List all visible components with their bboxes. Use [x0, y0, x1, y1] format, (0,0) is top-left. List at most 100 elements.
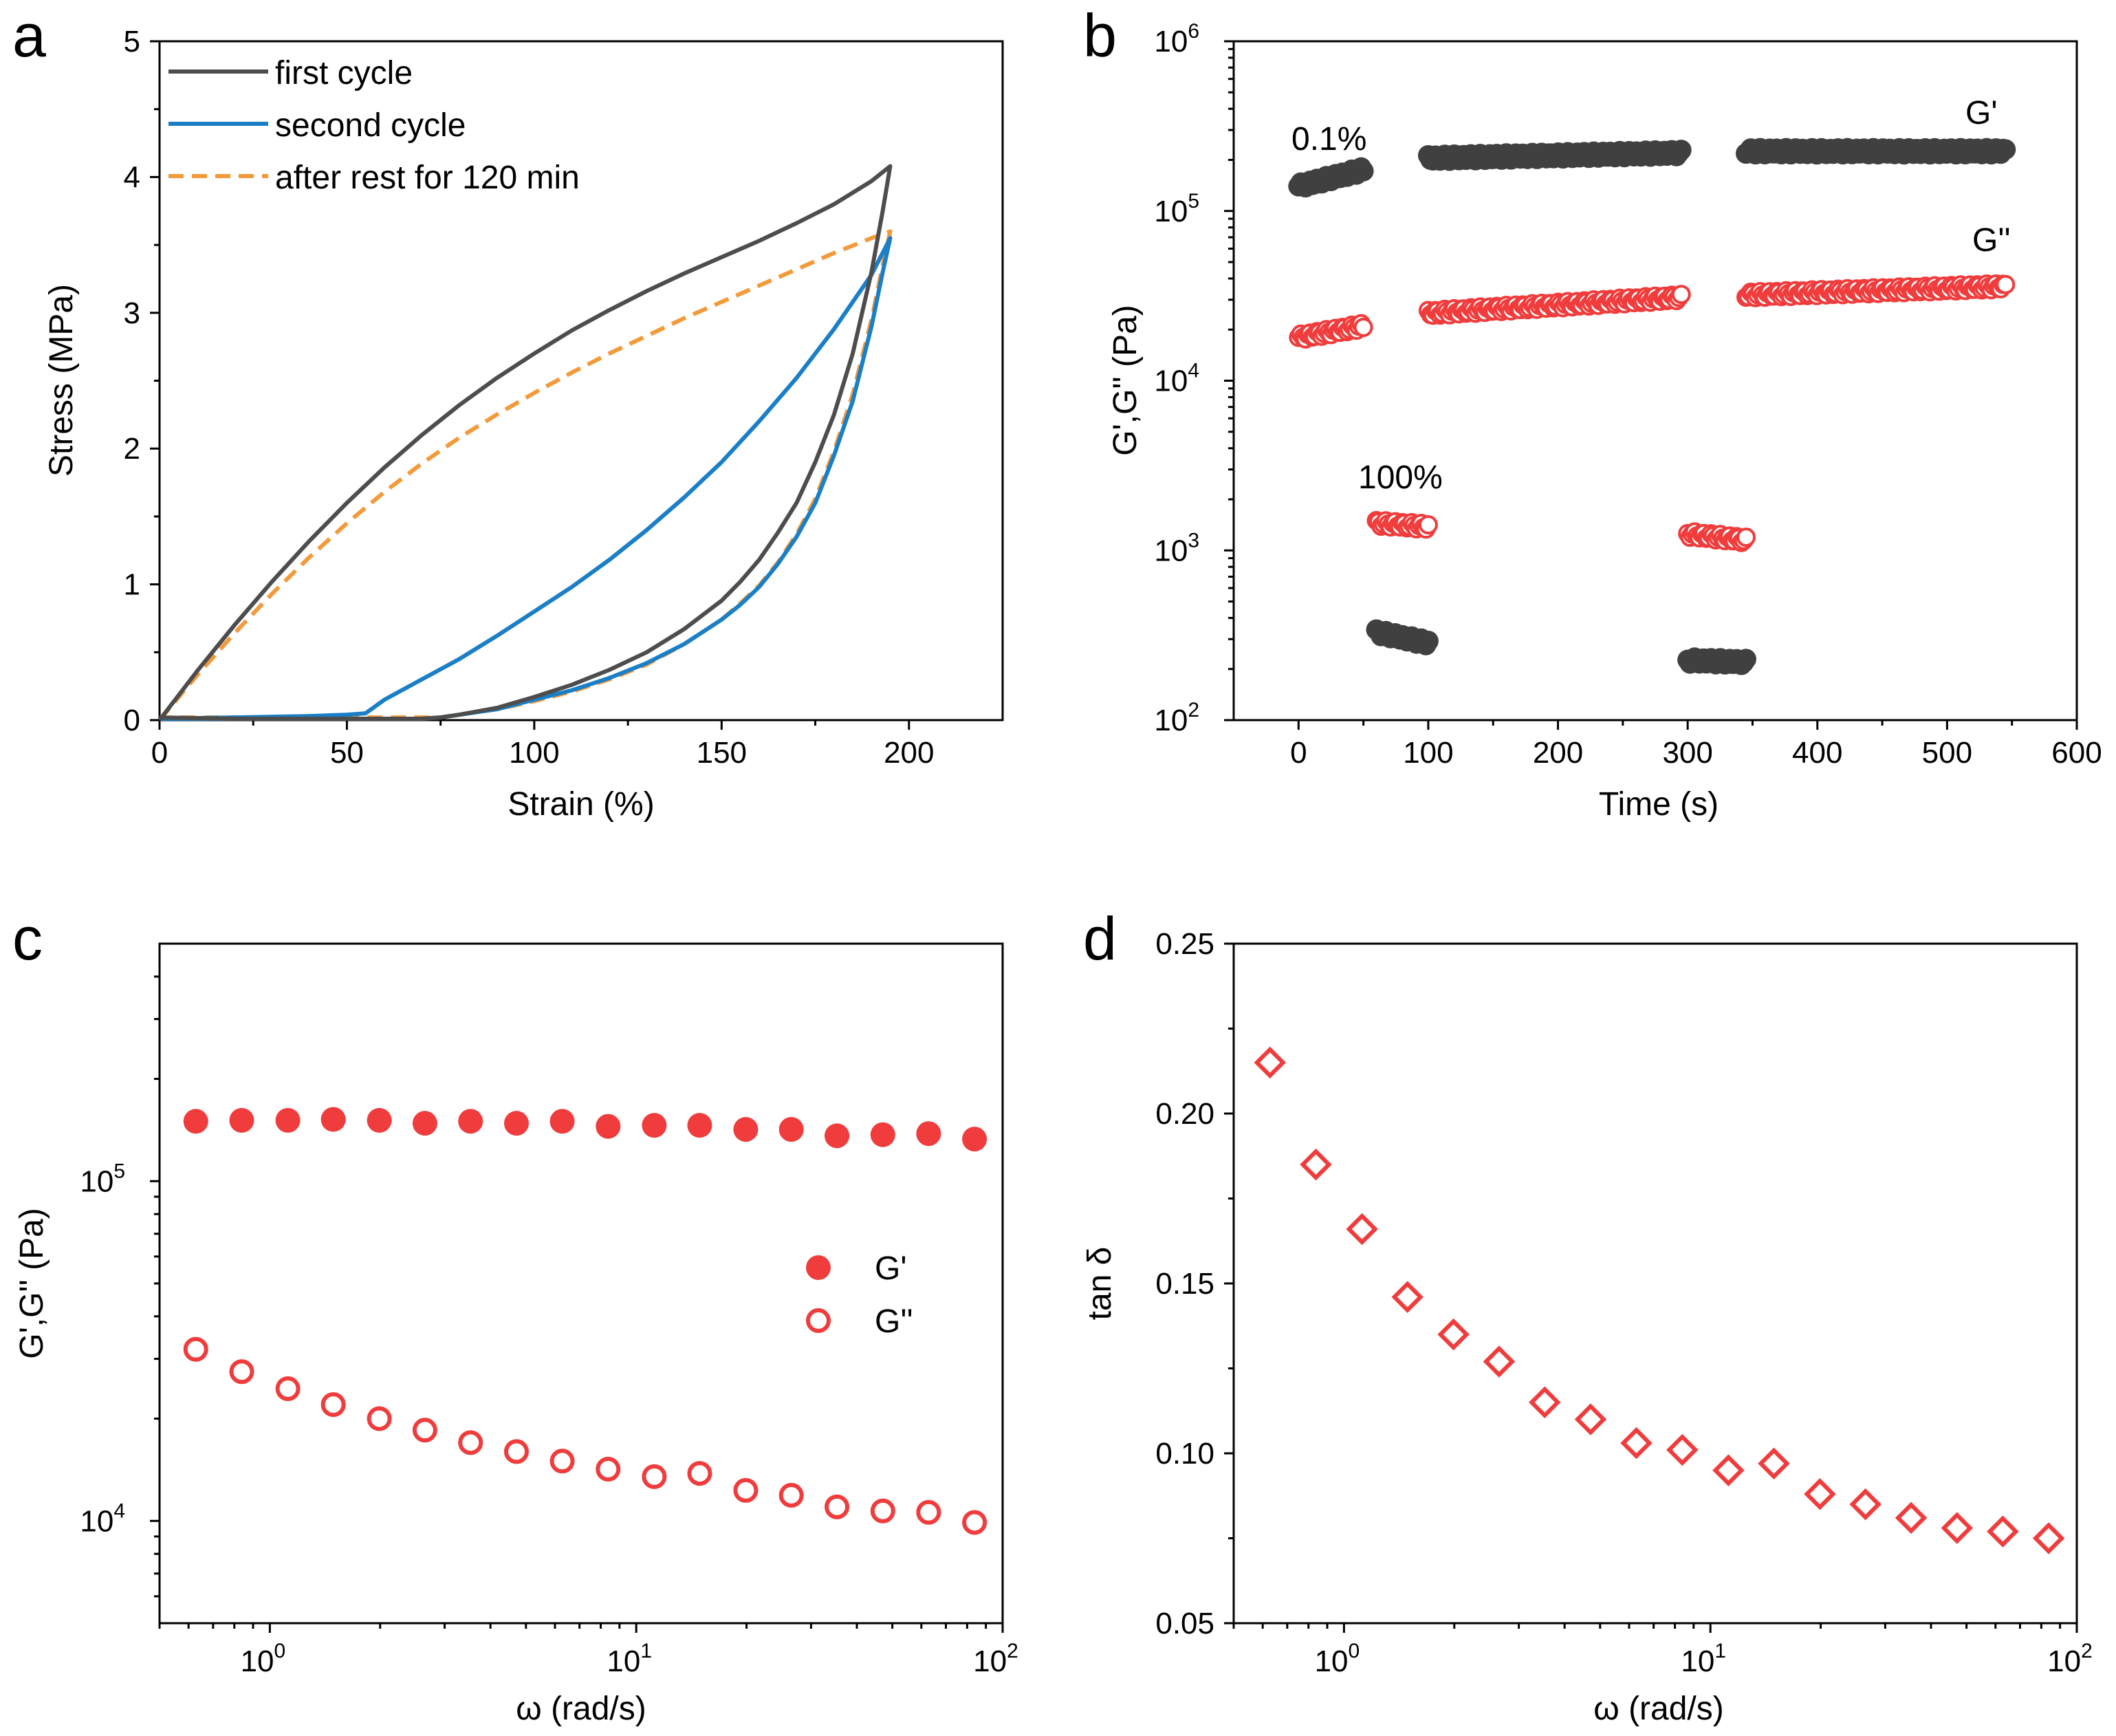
panel-b-ylabel: G',G'' (Pa) — [1107, 305, 1144, 456]
panel-a-label: a — [12, 1, 46, 69]
y-tick-label: 1 — [124, 568, 140, 602]
legend-g-prime: G' — [875, 1250, 907, 1287]
point-g-prime — [183, 1109, 208, 1134]
y-tick-label: 0.15 — [1155, 1267, 1214, 1301]
x-tick-label: 600 — [2051, 736, 2102, 770]
y-tick-label: 3 — [124, 296, 140, 330]
point-g-double-prime — [1418, 515, 1438, 535]
x-tick-label: 0 — [151, 736, 168, 770]
panel-c-ylabel: G',G'' (Pa) — [14, 1208, 50, 1359]
panel-c-ticks: 100 101 102 104 105 — [80, 975, 1018, 1678]
point-g-double-prime — [596, 1457, 621, 1482]
annotation-0.1-percent: 0.1% — [1291, 121, 1366, 158]
point-g-prime — [733, 1117, 759, 1142]
y-tick-label: 0.25 — [1155, 927, 1214, 961]
y-tick-label: 102 — [1154, 699, 1199, 737]
legend-marker-g-double-prime — [806, 1308, 831, 1333]
panel-d-xlabel: ω (rad/s) — [1593, 1691, 1724, 1727]
panel-d-points — [1254, 1046, 2065, 1554]
point-g-prime — [1353, 160, 1374, 182]
legend-first-cycle: first cycle — [275, 55, 413, 91]
panel-b-xlabel: Time (s) — [1599, 786, 1719, 823]
point-g-prime — [642, 1113, 667, 1138]
point-tan-delta — [1987, 1515, 2019, 1548]
x-tick-label: 102 — [2047, 1640, 2093, 1678]
point-tan-delta — [1666, 1433, 1699, 1466]
panel-a-xlabel: Strain (%) — [508, 786, 654, 823]
point-g-double-prime — [1353, 317, 1373, 337]
point-g-prime — [1995, 139, 2016, 160]
y-tick-label: 0.05 — [1155, 1607, 1214, 1640]
x-tick-label: 150 — [697, 736, 747, 770]
panel-b-ticks: 0 100 200 300 400 500 600 102 103 104 105 106 — [1154, 20, 2102, 770]
y-tick-label: 106 — [1154, 20, 1199, 58]
y-tick-label: 2 — [124, 432, 140, 466]
panel-c-xlabel: ω (rad/s) — [516, 1691, 646, 1727]
panel-d-tan-delta: d 100 101 102 0.05 0.10 0.15 0.20 0.25 ω (rad/s… — [1082, 904, 2093, 1727]
point-tan-delta — [1574, 1403, 1607, 1435]
point-g-prime — [596, 1114, 621, 1139]
point-g-double-prime — [458, 1430, 483, 1455]
point-g-prime — [1736, 649, 1757, 670]
point-g-double-prime — [687, 1461, 712, 1486]
point-tan-delta — [1346, 1213, 1378, 1246]
x-tick-label: 101 — [607, 1640, 652, 1678]
point-tan-delta — [1712, 1454, 1745, 1486]
point-g-double-prime — [229, 1359, 254, 1385]
point-g-prime — [367, 1107, 392, 1133]
x-tick-label: 100 — [241, 1640, 286, 1678]
point-tan-delta — [1895, 1501, 1928, 1534]
point-g-double-prime — [733, 1477, 759, 1503]
panel-c-points — [183, 1107, 988, 1535]
panel-d-ylabel: tan δ — [1082, 1247, 1118, 1321]
point-g-prime — [825, 1123, 850, 1149]
series-line-second-cycle — [159, 236, 893, 721]
point-g-double-prime — [412, 1418, 437, 1443]
point-g-prime — [275, 1107, 301, 1133]
point-tan-delta — [1941, 1512, 1974, 1544]
legend-second-cycle: second cycle — [275, 107, 466, 144]
panel-d-label: d — [1083, 904, 1117, 973]
legend-after-rest: after rest for 120 min — [275, 160, 580, 196]
x-tick-label: 101 — [1681, 1640, 1726, 1678]
point-tan-delta — [1391, 1281, 1424, 1314]
point-g-double-prime — [549, 1449, 575, 1474]
point-tan-delta — [1804, 1478, 1836, 1510]
point-g-prime — [412, 1111, 437, 1136]
panel-a-ticks: 0 50 100 150 200 0 1 2 3 4 5 — [124, 25, 935, 770]
x-tick-label: 50 — [330, 736, 364, 770]
x-tick-label: 500 — [1922, 736, 1972, 770]
point-g-double-prime — [870, 1498, 895, 1523]
point-tan-delta — [1849, 1488, 1882, 1521]
point-g-prime — [778, 1117, 804, 1142]
point-g-double-prime — [825, 1494, 850, 1519]
x-tick-label: 100 — [1403, 736, 1453, 770]
panel-c-legend: G' G'' — [806, 1250, 913, 1340]
panel-a-legend: first cycle second cycle after rest for … — [168, 55, 580, 196]
point-tan-delta — [1437, 1318, 1470, 1351]
point-g-double-prime — [1736, 528, 1756, 547]
point-tan-delta — [1300, 1148, 1332, 1181]
y-tick-label: 103 — [1154, 529, 1199, 567]
y-tick-label: 104 — [80, 1499, 125, 1538]
legend-g-double-prime: G'' — [875, 1303, 913, 1340]
point-g-double-prime — [778, 1482, 804, 1508]
point-g-double-prime — [916, 1499, 941, 1525]
series-line-after-rest-for-120-min — [157, 229, 893, 721]
x-tick-label: 400 — [1792, 736, 1842, 770]
y-tick-label: 0.20 — [1155, 1097, 1214, 1131]
point-g-prime — [503, 1111, 529, 1136]
point-tan-delta — [1758, 1447, 1790, 1480]
point-g-prime — [962, 1127, 988, 1152]
x-tick-label: 300 — [1662, 736, 1712, 770]
panel-c-label: c — [12, 904, 43, 973]
legend-marker-g-prime — [806, 1255, 831, 1280]
y-tick-label: 4 — [124, 160, 140, 194]
panel-a-ylabel: Stress (MPa) — [43, 284, 80, 477]
x-tick-label: 200 — [1533, 736, 1583, 770]
point-g-double-prime — [367, 1406, 392, 1431]
x-tick-label: 0 — [1290, 736, 1307, 770]
point-g-prime — [1417, 631, 1439, 652]
panel-b-points — [1288, 138, 2016, 675]
